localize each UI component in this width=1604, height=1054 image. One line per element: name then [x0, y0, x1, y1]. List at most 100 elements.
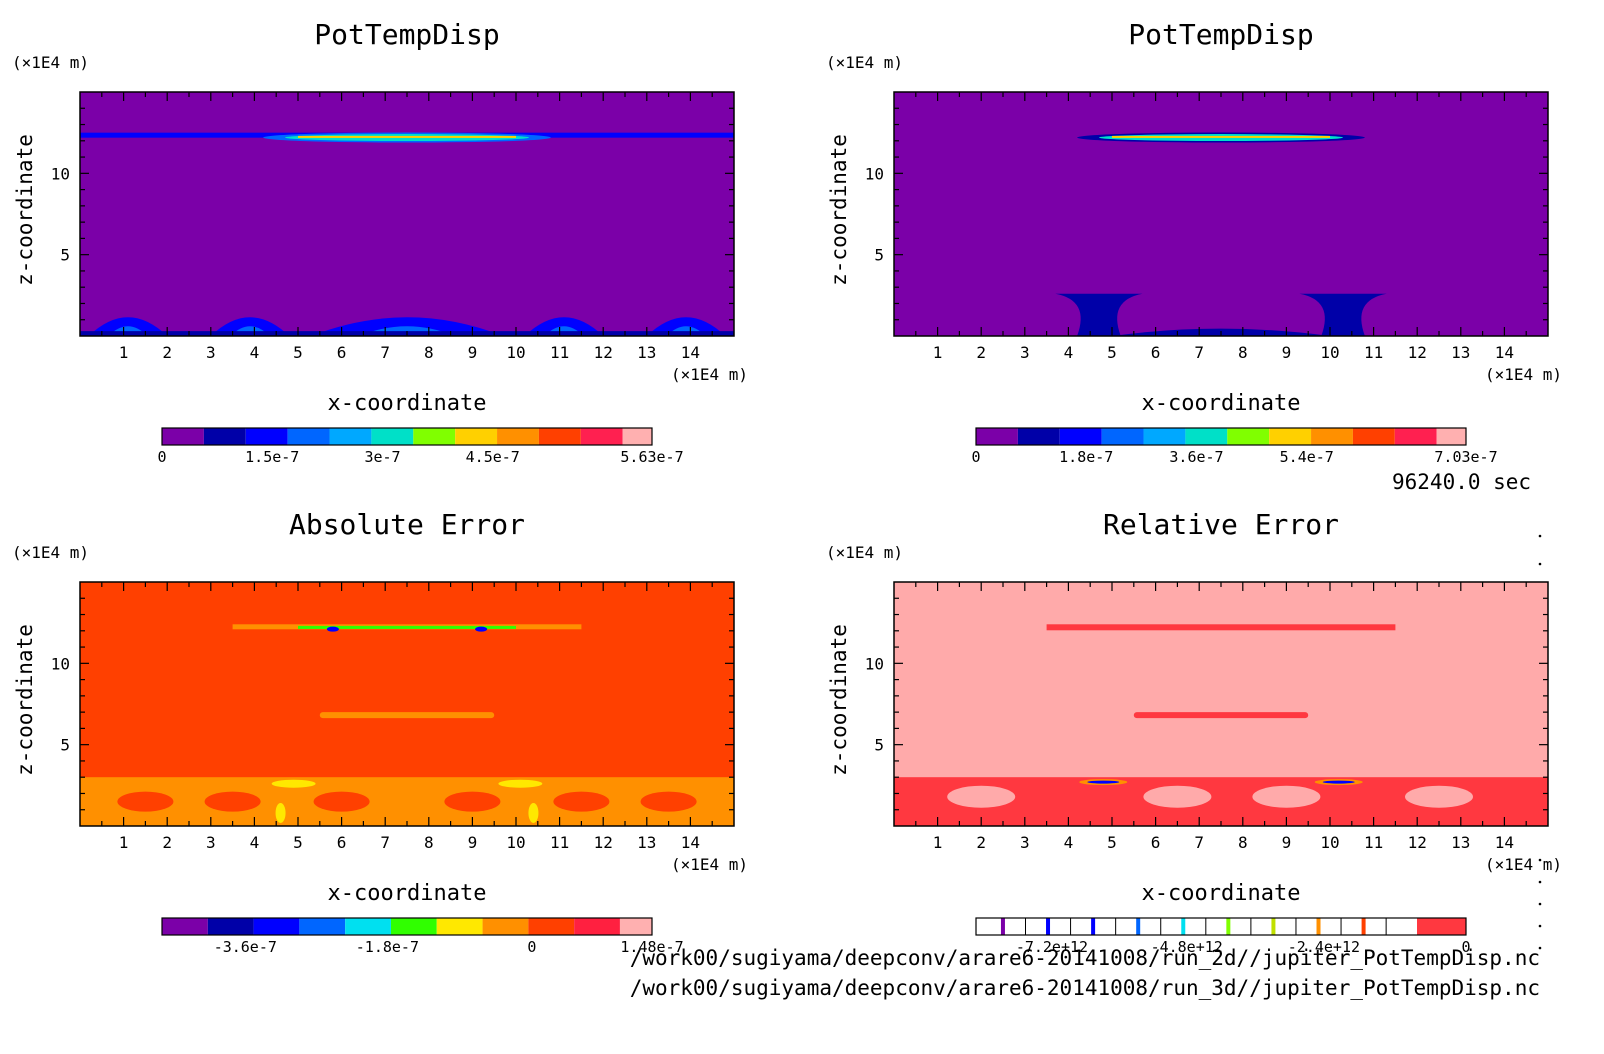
x-tick-label: 5: [293, 343, 303, 362]
margin-dot: [1538, 858, 1542, 862]
colorbar-swatch: [455, 428, 498, 445]
colorbar-tick-label: -4.8e+12: [1151, 938, 1223, 956]
x-tick-label: 13: [637, 343, 656, 362]
x-tick-label: 8: [1238, 343, 1248, 362]
x-tick-label: 7: [1194, 833, 1204, 852]
colorbar-contour-line: [1316, 918, 1321, 935]
colorbar-contour-line: [1091, 918, 1096, 935]
colorbar-contour-line: [1181, 918, 1186, 935]
x-tick-label: 6: [1151, 833, 1161, 852]
x-tick-label: 11: [550, 833, 569, 852]
colorbar: 0 1.5e-7 3e-7 4.5e-7 5.63e-7: [157, 427, 684, 466]
x-tick-label: 12: [594, 833, 613, 852]
field-features: [894, 624, 1548, 826]
colorbar-swatch: [497, 428, 539, 445]
feature-mid-band: [1133, 712, 1309, 719]
colorbar-frame: [975, 427, 1467, 446]
colorbar-tick-label: 0: [157, 448, 166, 466]
colorbar-swatch: [1143, 428, 1186, 445]
x-tick-label: 10: [506, 343, 525, 362]
x-tick-label: 13: [1451, 343, 1470, 362]
x-axis-label: x-coordinate: [328, 881, 487, 906]
feature-mushroom-plume: [1055, 293, 1143, 336]
y-tick-label: 10: [865, 164, 884, 183]
x-tick-label: 6: [337, 833, 347, 852]
chart-title: Relative Error: [1103, 508, 1339, 541]
feature-lower-extreme: [1087, 780, 1120, 784]
chart-title: Absolute Error: [289, 508, 525, 541]
x-tick-label: 4: [250, 833, 260, 852]
field-background: [894, 92, 1548, 336]
x-tick-label: 2: [162, 343, 172, 362]
colorbar-swatch: [162, 428, 204, 445]
y-unit-label: (×1E4 m): [12, 53, 89, 72]
chart-panel-3: Absolute Error(×1E4 m)1 2 3 4 5 6 7 8 9 10 11 12 13 1…: [12, 508, 748, 956]
field-features: [1055, 132, 1387, 336]
x-tick-label: 10: [1320, 833, 1339, 852]
feature-band-peak: [298, 135, 516, 138]
feature-lower-patch: [313, 791, 370, 812]
colorbar-tick-label: 3.6e-7: [1169, 448, 1223, 466]
chart-title: PotTempDisp: [1128, 18, 1313, 51]
feature-upper-extreme: [475, 626, 488, 632]
feature-lower-patch: [117, 791, 174, 812]
x-tick-label: 9: [468, 343, 478, 362]
margin-dot: [1538, 534, 1542, 538]
x-tick-label: 3: [206, 833, 216, 852]
y-axis-label: z-coordinate: [13, 134, 37, 286]
colorbar-tick-label: -3.6e-7: [214, 938, 277, 956]
field-features: [80, 624, 734, 826]
colorbar-tick-label: 4.5e-7: [466, 448, 520, 466]
x-tick-label: 10: [1320, 343, 1339, 362]
x-tick-label: 11: [1364, 833, 1383, 852]
y-tick-label: 5: [60, 736, 70, 755]
x-tick-label: 11: [1364, 343, 1383, 362]
x-tick-label: 2: [976, 343, 986, 362]
x-tick-label: 9: [1282, 343, 1292, 362]
colorbar-swatch: [299, 918, 346, 935]
x-tick-label: 12: [594, 343, 613, 362]
chart-title: PotTempDisp: [314, 18, 499, 51]
margin-dot: [1538, 924, 1542, 928]
colorbar-swatch: [1059, 428, 1102, 445]
x-tick-label: 14: [1495, 833, 1514, 852]
x-tick-label: 3: [1020, 833, 1030, 852]
y-unit-label: (×1E4 m): [826, 543, 903, 562]
x-tick-label: 2: [162, 833, 172, 852]
x-tick-label: 12: [1408, 833, 1427, 852]
colorbar-swatch: [580, 428, 623, 445]
colorbar-swatch: [413, 428, 456, 445]
colorbar-contour-line: [1000, 918, 1005, 935]
x-unit-label: (×1E4 m): [1485, 855, 1562, 874]
x-tick-label: 4: [1064, 343, 1074, 362]
colorbar-swatch: [245, 428, 288, 445]
colorbar-tick-label: 5.4e-7: [1280, 448, 1334, 466]
feature-lower-peak: [271, 779, 316, 788]
colorbar-swatch: [345, 918, 391, 935]
colorbar-frame: [161, 917, 653, 936]
feature-lower-peak: [498, 779, 543, 788]
x-tick-label: 13: [1451, 833, 1470, 852]
feature-mid-band: [319, 712, 495, 719]
x-tick-label: 8: [424, 833, 434, 852]
colorbar-frame: [975, 917, 1467, 936]
feature-upper-band: [1046, 624, 1396, 631]
colorbar-swatch: [622, 428, 652, 445]
x-tick-label: 9: [468, 833, 478, 852]
colorbar-swatch: [207, 918, 254, 935]
colorbar-swatch: [1417, 918, 1466, 935]
y-tick-label: 10: [51, 164, 70, 183]
y-axis-label: z-coordinate: [827, 624, 851, 776]
colorbar-tick-label: 5.63e-7: [620, 448, 683, 466]
feature-lower-patch: [444, 791, 501, 812]
x-tick-label: 1: [119, 343, 129, 362]
x-tick-label: 14: [681, 343, 700, 362]
colorbar-tick-label: 1.8e-7: [1059, 448, 1113, 466]
colorbar-tick-label: 7.03e-7: [1434, 448, 1497, 466]
colorbar-swatch: [538, 428, 581, 445]
x-axis-label: x-coordinate: [1142, 881, 1301, 906]
x-tick-label: 3: [1020, 343, 1030, 362]
colorbar: -7.2e+12 -4.8e+12 -2.4e+12 0: [975, 917, 1471, 956]
x-axis-label: x-coordinate: [328, 391, 487, 416]
